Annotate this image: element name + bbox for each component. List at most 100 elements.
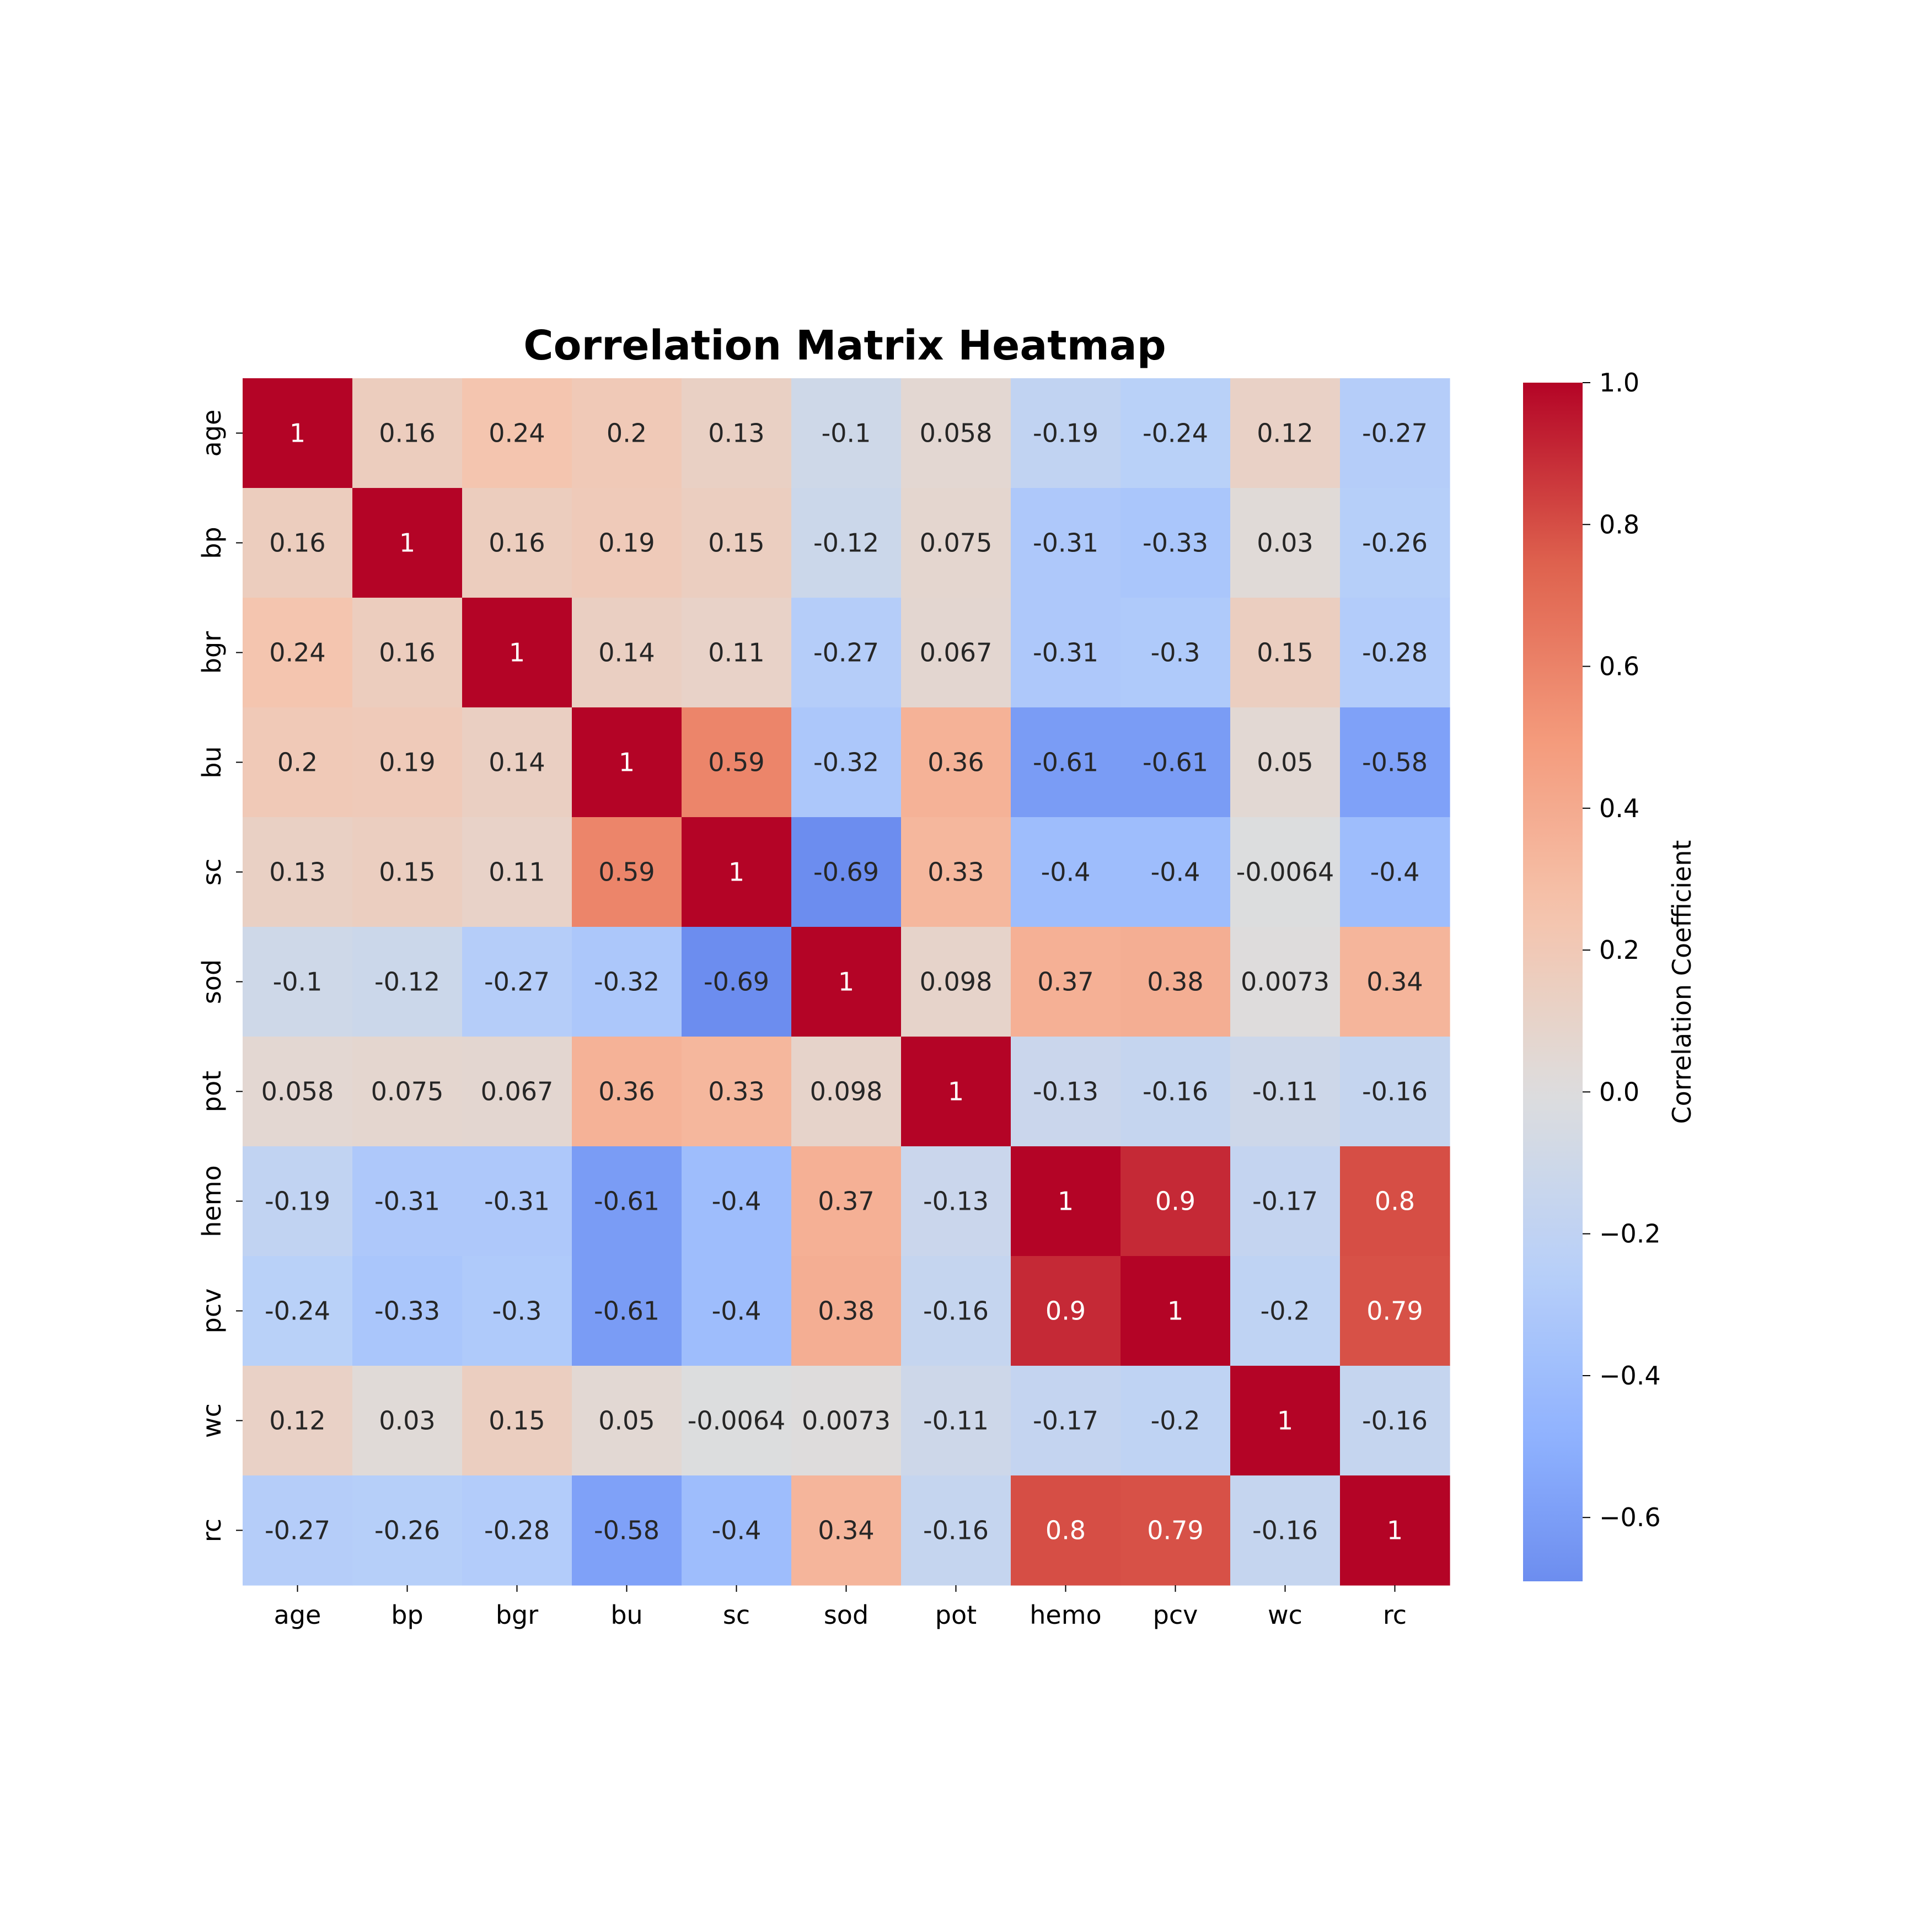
cell-value-bgr-hemo: -0.31 [1033, 638, 1098, 668]
colorbar-tick-label: 0.4 [1599, 793, 1639, 823]
heatmap-cell-pcv-bgr [462, 1256, 572, 1366]
heatmap-cell-bp-wc [1230, 488, 1341, 598]
x-tick-label-bp: bp [391, 1600, 423, 1630]
cell-value-bp-bp: 1 [399, 528, 415, 558]
cell-value-sc-pcv: -0.4 [1151, 857, 1200, 887]
heatmap-cell-age-rc [1340, 378, 1450, 489]
heatmap-cell-wc-pcv [1121, 1366, 1231, 1476]
cell-value-rc-bp: -0.26 [374, 1516, 440, 1545]
cell-value-sc-pot: 0.33 [928, 857, 984, 887]
cell-value-sod-age: -0.1 [273, 967, 323, 997]
cell-value-sc-wc: -0.0064 [1236, 857, 1334, 887]
cell-value-sc-bu: 0.59 [598, 857, 655, 887]
heatmap-cell-bp-hemo [1011, 488, 1121, 598]
heatmap-cell-bgr-bp [352, 598, 463, 708]
cell-value-sod-bu: -0.32 [594, 967, 660, 997]
heatmap-cell-age-sc [682, 378, 792, 489]
heatmap-cell-wc-age [243, 1366, 353, 1476]
heatmap-cell-sod-bp [352, 927, 463, 1037]
cell-value-bp-sod: -0.12 [813, 528, 879, 558]
heatmap-cell-pot-sod [791, 1037, 902, 1147]
cell-value-wc-hemo: -0.17 [1033, 1406, 1098, 1436]
heatmap-cell-sod-bu [572, 927, 682, 1037]
cell-value-pot-hemo: -0.13 [1033, 1077, 1098, 1107]
cell-value-rc-bgr: -0.28 [484, 1516, 550, 1545]
heatmap-cell-bu-pot [901, 707, 1011, 818]
cell-value-bu-bp: 0.19 [379, 748, 435, 777]
heatmap-cell-bgr-sc [682, 598, 792, 708]
cell-value-rc-wc: -0.16 [1252, 1516, 1318, 1545]
heatmap-cell-sod-sod [791, 927, 902, 1037]
heatmap-cell-wc-pot [901, 1366, 1011, 1476]
heatmap-cell-pcv-age [243, 1256, 353, 1366]
heatmap-cell-wc-bu [572, 1366, 682, 1476]
heatmap-cell-pot-pcv [1121, 1037, 1231, 1147]
cell-value-sc-sod: -0.69 [813, 857, 879, 887]
cell-value-bp-pcv: -0.33 [1143, 528, 1208, 558]
heatmap-cell-rc-sod [791, 1475, 902, 1586]
cell-value-pot-pot: 1 [948, 1077, 964, 1107]
cell-value-sc-age: 0.13 [269, 857, 325, 887]
cell-value-pcv-age: -0.24 [265, 1296, 330, 1326]
heatmap-cell-bu-sod [791, 707, 902, 818]
cell-value-pot-wc: -0.11 [1252, 1077, 1318, 1107]
cell-value-bp-age: 0.16 [269, 528, 325, 558]
heatmap-cell-sod-bgr [462, 927, 572, 1037]
cell-value-hemo-hemo: 1 [1058, 1187, 1074, 1216]
cell-value-sc-bp: 0.15 [379, 857, 435, 887]
y-tick-label-wc: wc [197, 1403, 227, 1438]
cell-value-bgr-bu: 0.14 [598, 638, 655, 668]
cell-value-bp-hemo: -0.31 [1033, 528, 1098, 558]
cell-value-pcv-bp: -0.33 [374, 1296, 440, 1326]
heatmap-cell-wc-hemo [1011, 1366, 1121, 1476]
heatmap-cell-bp-bp [352, 488, 463, 598]
cell-value-sod-sod: 1 [838, 967, 854, 997]
heatmap-cell-bp-sod [791, 488, 902, 598]
cell-value-bu-rc: -0.58 [1362, 748, 1428, 777]
y-tick-label-bgr: bgr [197, 631, 227, 674]
cell-value-age-pcv: -0.24 [1143, 418, 1208, 448]
heatmap-cell-pot-hemo [1011, 1037, 1121, 1147]
heatmap-cell-pot-rc [1340, 1037, 1450, 1147]
cell-value-pcv-pot: -0.16 [923, 1296, 989, 1326]
y-tick-label-sc: sc [197, 858, 227, 886]
heatmap-cell-sod-rc [1340, 927, 1450, 1037]
heatmap-cell-sod-hemo [1011, 927, 1121, 1037]
x-tick-label-pot: pot [935, 1600, 977, 1630]
heatmap-cells [243, 378, 1450, 1586]
colorbar-ticks: 1.0 0.8 0.6 0.4 0.2 0.0 −0.2 −0.4 −0.6 [1583, 368, 1661, 1532]
heatmap-cell-sc-pcv [1121, 817, 1231, 927]
cell-value-age-bp: 0.16 [379, 418, 435, 448]
heatmap-cell-bgr-bu [572, 598, 682, 708]
cell-value-sod-hemo: 0.37 [1037, 967, 1093, 997]
heatmap-cell-sod-pcv [1121, 927, 1231, 1037]
cell-value-bp-rc: -0.26 [1362, 528, 1428, 558]
cell-value-bu-bgr: 0.14 [489, 748, 545, 777]
heatmap-cell-pot-sc [682, 1037, 792, 1147]
cell-value-wc-bgr: 0.15 [489, 1406, 545, 1436]
heatmap-cell-bgr-sod [791, 598, 902, 708]
heatmap-cell-bu-bu [572, 707, 682, 818]
cell-value-hemo-bu: -0.61 [594, 1187, 660, 1216]
heatmap-cell-sc-bu [572, 817, 682, 927]
cell-value-age-sc: 0.13 [708, 418, 764, 448]
cell-value-hemo-age: -0.19 [265, 1187, 330, 1216]
heatmap-cell-sc-sc [682, 817, 792, 927]
heatmap-cell-bp-age [243, 488, 353, 598]
colorbar-tick-label: 0.0 [1599, 1077, 1639, 1107]
heatmap-cell-wc-rc [1340, 1366, 1450, 1476]
cell-value-bgr-wc: 0.15 [1257, 638, 1313, 668]
y-tick-label-rc: rc [197, 1518, 227, 1542]
heatmap-cell-bp-bgr [462, 488, 572, 598]
heatmap-cell-pcv-bp [352, 1256, 463, 1366]
cell-value-wc-bp: 0.03 [379, 1406, 435, 1436]
heatmap-cell-rc-rc [1340, 1475, 1450, 1586]
cell-value-hemo-bp: -0.31 [374, 1187, 440, 1216]
cell-value-age-hemo: -0.19 [1033, 418, 1098, 448]
heatmap-cell-bu-hemo [1011, 707, 1121, 818]
cell-value-age-pot: 0.058 [920, 418, 993, 448]
heatmap-cell-age-pot [901, 378, 1011, 489]
heatmap-cell-pot-age [243, 1037, 353, 1147]
heatmap-cell-sc-rc [1340, 817, 1450, 927]
cell-value-bu-age: 0.2 [277, 748, 318, 777]
